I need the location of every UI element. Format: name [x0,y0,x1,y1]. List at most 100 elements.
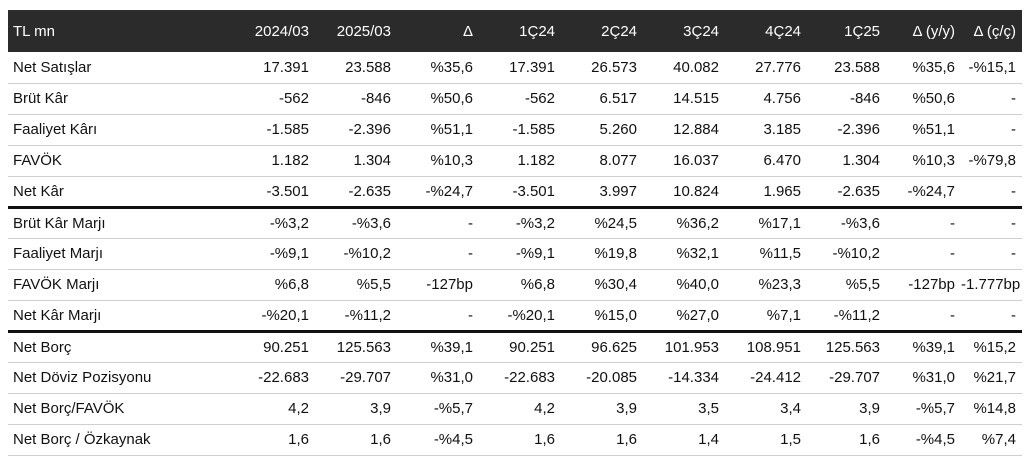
value-cell: - [397,300,479,333]
value-cell: %31,0 [886,362,961,394]
value-cell: -%3,6 [807,207,886,239]
value-cell: 1,6 [807,424,886,456]
value-cell: - [397,238,479,270]
value-cell: %27,0 [643,300,725,333]
value-cell: -846 [315,83,397,115]
value-cell: 14.515 [643,83,725,115]
value-cell: %51,1 [397,114,479,146]
value-cell: -1.585 [220,114,315,146]
value-cell: 3,5 [643,393,725,425]
row-label-cell: Brüt Kâr [8,83,220,115]
value-cell: %10,3 [886,145,961,177]
value-cell: 40.082 [643,52,725,84]
value-cell: 1,6 [220,424,315,456]
value-cell: -29.707 [807,362,886,394]
header-cell-delta-yy: Δ (y/y) [912,22,955,40]
financial-summary-table-container: TL mn 2024/03 2025/03 Δ 1Ç24 2Ç24 3Ç24 4… [8,10,1022,456]
value-cell: -%15,1 [961,52,1022,84]
value-cell: 3,9 [807,393,886,425]
value-cell: 6.517 [561,83,643,115]
value-cell: %19,8 [561,238,643,270]
value-cell: -%9,1 [479,238,561,270]
value-cell: -%10,2 [807,238,886,270]
value-cell: -846 [807,83,886,115]
value-cell: -29.707 [315,362,397,394]
value-cell: 27.776 [725,52,807,84]
header-cell-2q24: 2Ç24 [601,22,637,40]
value-cell: 1.965 [725,176,807,209]
table-row: Brüt Kâr Marjı -%3,2 -%3,6- -%3,2 %24,5 %36,2… [8,207,1022,239]
value-cell: 1.304 [807,145,886,177]
value-cell: %5,5 [315,269,397,301]
value-cell: -22.683 [479,362,561,394]
value-cell: 17.391 [220,52,315,84]
header-cell-label: TL mn [13,22,55,40]
value-cell: %6,8 [220,269,315,301]
table-row: Net Borç / Özkaynak 1,6 1,6 -%4,5 1,6 1,6 1,4 1… [8,424,1022,456]
header-cell-2024-03: 2024/03 [254,22,309,40]
value-cell: -3.501 [220,176,315,209]
value-cell: 3,9 [561,393,643,425]
row-label-cell: Net Borç / Özkaynak [8,424,220,456]
value-cell: %39,1 [886,331,961,363]
header-cell-1q24: 1Ç24 [519,22,555,40]
value-cell: %23,3 [725,269,807,301]
value-cell: 8.077 [561,145,643,177]
value-cell: -2.396 [315,114,397,146]
value-cell: -20.085 [561,362,643,394]
value-cell: %50,6 [886,83,961,115]
value-cell: 16.037 [643,145,725,177]
value-cell: 4,2 [479,393,561,425]
value-cell: 12.884 [643,114,725,146]
header-cell-2025-03: 2025/03 [336,22,391,40]
value-cell: 3.997 [561,176,643,209]
value-cell: %51,1 [886,114,961,146]
value-cell: %17,1 [725,207,807,239]
value-cell: 125.563 [315,331,397,363]
value-cell: 4.756 [725,83,807,115]
header-cell-delta: Δ [462,22,473,40]
value-cell: -14.334 [643,362,725,394]
value-cell: - [961,238,1022,270]
table-row: Net Döviz Pozisyonu -22.683 -29.707 %31,0 -2… [8,362,1022,394]
value-cell: -%3,6 [315,207,397,239]
value-cell: - [961,300,1022,333]
table-row: Faaliyet Marjı -%9,1 -%10,2- -%9,1 %19,8 %32,… [8,238,1022,270]
header-cell-1q25: 1Ç25 [844,22,880,40]
value-cell: -%79,8 [961,145,1022,177]
table-row: Faaliyet Kârı -1.585 -2.396 %51,1 -1.585 5.26… [8,114,1022,146]
table-row: Net Borç 90.251 125.563 %39,1 90.251 96.625 10… [8,331,1022,363]
row-label-cell: Net Kâr Marjı [8,300,220,333]
header-cell-3q24: 3Ç24 [683,22,719,40]
value-cell: %5,5 [807,269,886,301]
value-cell: 101.953 [643,331,725,363]
value-cell: - [961,176,1022,209]
table-row: Net Kâr -3.501 -2.635 -%24,7 -3.501 3.997 10.8… [8,176,1022,209]
value-cell: %7,1 [725,300,807,333]
value-cell: %36,2 [643,207,725,239]
value-cell: 3.185 [725,114,807,146]
value-cell: 1,6 [479,424,561,456]
header-cell-4q24: 4Ç24 [765,22,801,40]
value-cell: -%11,2 [315,300,397,333]
value-cell: -22.683 [220,362,315,394]
value-cell: %50,6 [397,83,479,115]
value-cell: -1.585 [479,114,561,146]
value-cell: 17.391 [479,52,561,84]
value-cell: -1.777bp [961,269,1022,301]
table-row: FAVÖK 1.182 1.304 %10,3 1.182 8.077 16.037 6.47… [8,145,1022,177]
value-cell: %24,5 [561,207,643,239]
value-cell: %15,0 [561,300,643,333]
value-cell: -2.396 [807,114,886,146]
value-cell: 90.251 [220,331,315,363]
value-cell: - [961,83,1022,115]
value-cell: -%5,7 [397,393,479,425]
value-cell: 1.182 [220,145,315,177]
table-row: Brüt Kâr -562 -846 %50,6 -562 6.517 14.515 4.75… [8,83,1022,115]
value-cell: %10,3 [397,145,479,177]
value-cell: %30,4 [561,269,643,301]
value-cell: %40,0 [643,269,725,301]
value-cell: -%20,1 [479,300,561,333]
header-cell-delta-qq: Δ (ç/ç) [973,22,1016,40]
value-cell: 108.951 [725,331,807,363]
